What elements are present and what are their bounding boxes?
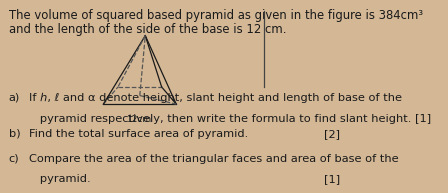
Text: pyramid.: pyramid. (29, 174, 90, 185)
Text: [1]: [1] (324, 174, 340, 185)
Text: [2]: [2] (324, 129, 340, 139)
Text: c): c) (9, 154, 19, 163)
Text: The volume of squared based pyramid as given in the figure is 384cm³: The volume of squared based pyramid as g… (9, 9, 423, 22)
Text: b): b) (9, 129, 20, 139)
Text: and the length of the side of the base is 12 cm.: and the length of the side of the base i… (9, 23, 286, 36)
Text: Compare the area of the triangular faces and area of base of the: Compare the area of the triangular faces… (29, 154, 398, 163)
Text: a): a) (9, 93, 20, 103)
Text: Find the total surface area of pyramid.: Find the total surface area of pyramid. (29, 129, 248, 139)
Text: If ℎ, ℓ and α denote height, slant height and length of base of the: If ℎ, ℓ and α denote height, slant heigh… (29, 93, 402, 103)
Text: pyramid respectively, then write the formula to find slant height. [1]: pyramid respectively, then write the for… (29, 114, 431, 124)
Text: 12cm: 12cm (127, 115, 152, 124)
